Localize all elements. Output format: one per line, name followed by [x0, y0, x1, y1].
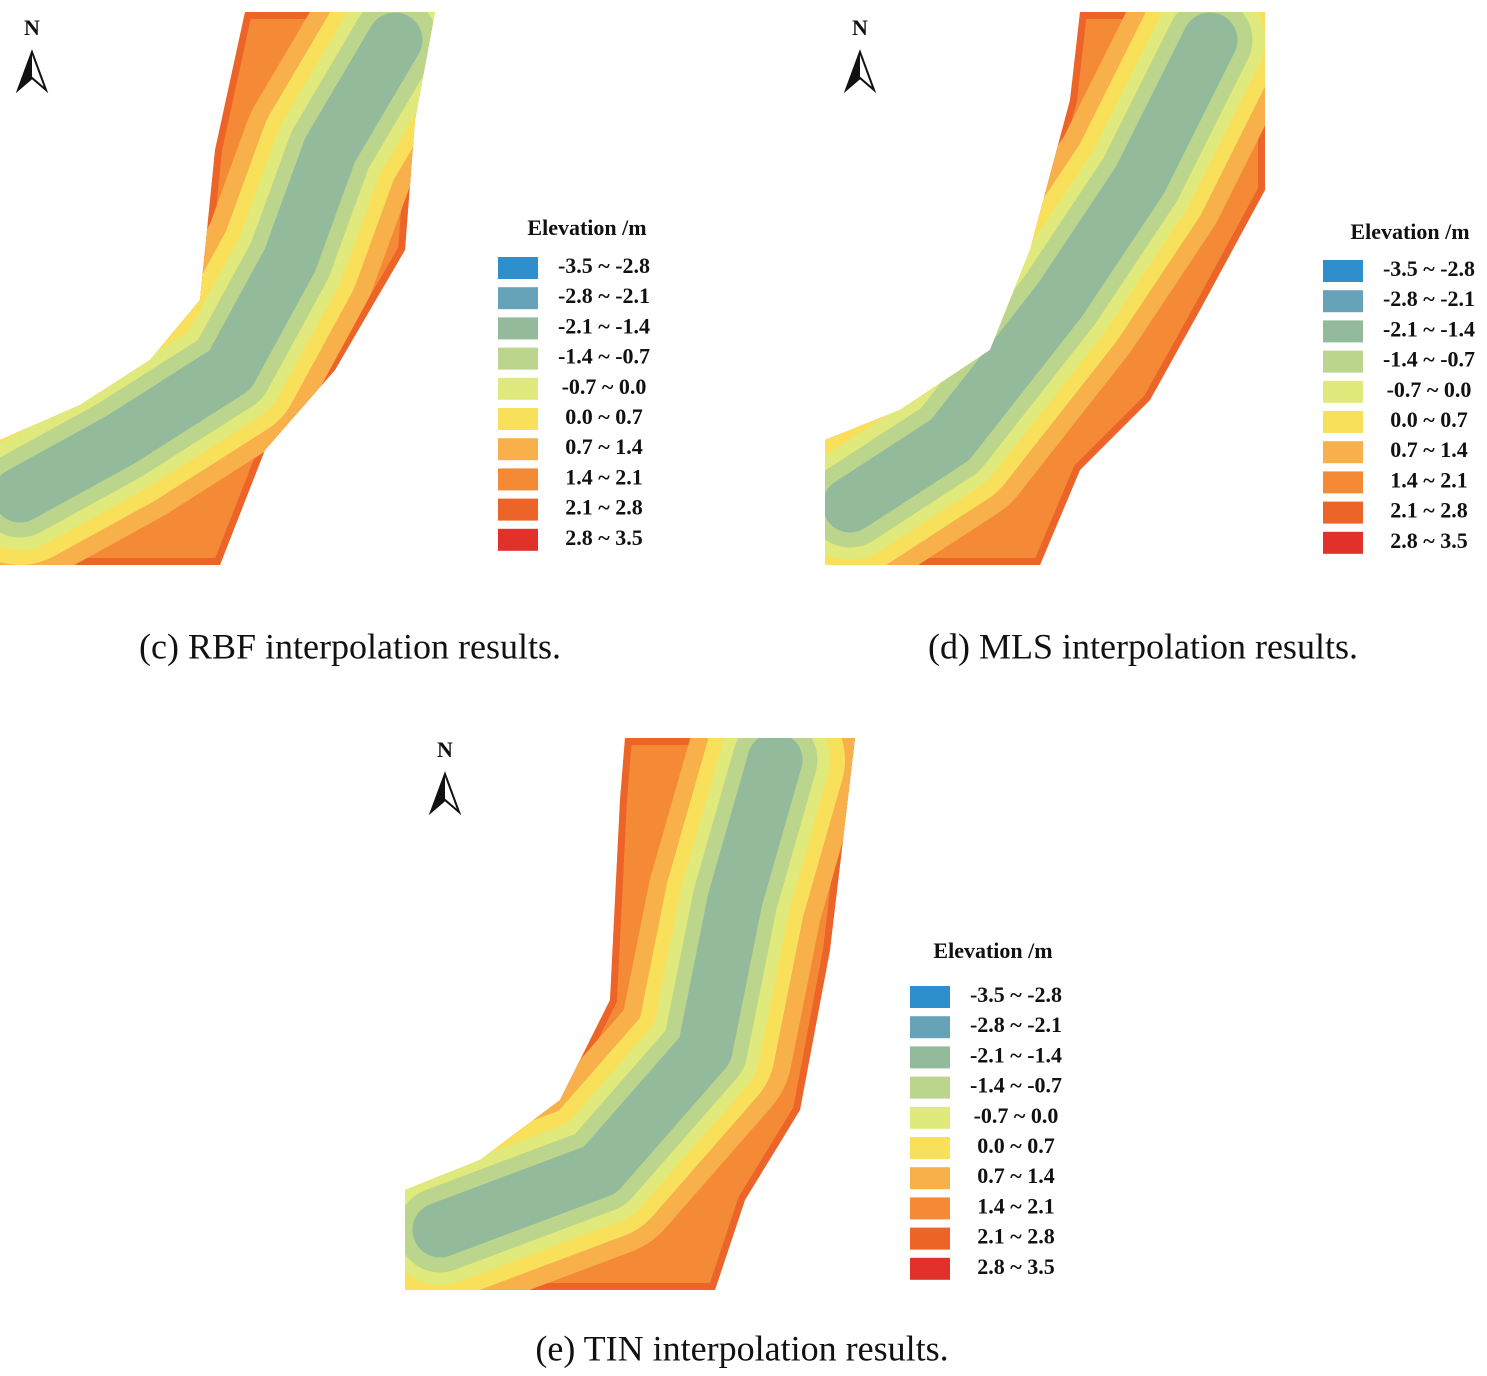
legend-label: 1.4 ~ 2.1 [977, 1193, 1054, 1218]
legend-swatch [1323, 260, 1363, 282]
legend-label: -2.1 ~ -1.4 [970, 1042, 1062, 1067]
legend-swatch [910, 1106, 950, 1129]
legend-swatch [498, 377, 538, 400]
legend-label: -2.1 ~ -1.4 [558, 313, 650, 338]
legend-title: Elevation /m [527, 215, 646, 240]
legend-swatch [910, 1137, 950, 1159]
legend-swatch [910, 1076, 950, 1099]
north-label: N [852, 15, 868, 40]
legend-swatch [1323, 441, 1363, 464]
north-label: N [24, 15, 40, 40]
legend-swatch [910, 1016, 950, 1039]
legend-label: -1.4 ~ -0.7 [1383, 347, 1475, 372]
north-arrow-half [431, 774, 445, 812]
legend-swatch [910, 986, 950, 1008]
caption: (d) MLS interpolation results. [928, 626, 1358, 666]
legend-label: -0.7 ~ 0.0 [1387, 377, 1472, 402]
legend-swatch [498, 468, 538, 491]
legend-title: Elevation /m [1350, 219, 1469, 244]
legend-swatch [498, 347, 538, 370]
legend-swatch [1323, 320, 1363, 343]
legend-label: -0.7 ~ 0.0 [562, 374, 647, 399]
legend-label: -2.8 ~ -2.1 [970, 1012, 1062, 1037]
legend-label: 0.0 ~ 0.7 [1390, 407, 1467, 432]
legend-label: -2.8 ~ -2.1 [558, 283, 650, 308]
legend-label: 1.4 ~ 2.1 [1390, 467, 1467, 492]
elevation-map [825, 12, 1265, 565]
legend-label: -1.4 ~ -0.7 [558, 344, 650, 369]
legend-swatch [1323, 350, 1363, 373]
legend-label: 2.1 ~ 2.8 [1390, 498, 1467, 523]
elevation-map [0, 12, 435, 565]
legend-label: 2.1 ~ 2.8 [565, 495, 642, 520]
elevation-map [405, 738, 855, 1290]
legend-label: 2.8 ~ 3.5 [977, 1254, 1054, 1279]
legend-swatch [1323, 501, 1363, 524]
north-label: N [437, 737, 453, 762]
elevation-band [412, 738, 803, 1258]
legend-swatch [498, 498, 538, 521]
legend-swatch [1323, 411, 1363, 433]
legend-swatch [910, 1257, 950, 1280]
legend-swatch [498, 408, 538, 430]
legend-label: -2.8 ~ -2.1 [1383, 286, 1475, 311]
legend-title: Elevation /m [933, 938, 1052, 963]
legend-swatch [910, 1167, 950, 1190]
legend-label: 0.0 ~ 0.7 [977, 1133, 1054, 1158]
legend-label: -0.7 ~ 0.0 [974, 1103, 1059, 1128]
legend-label: -1.4 ~ -0.7 [970, 1073, 1062, 1098]
legend-swatch [498, 317, 538, 340]
legend-label: 0.7 ~ 1.4 [1390, 437, 1467, 462]
legend-label: -3.5 ~ -2.8 [1383, 256, 1475, 281]
legend-swatch [498, 287, 538, 310]
legend-swatch [498, 257, 538, 279]
legend-label: 0.7 ~ 1.4 [565, 434, 642, 459]
legend-label: 2.8 ~ 3.5 [1390, 528, 1467, 553]
legend-label: 2.1 ~ 2.8 [977, 1224, 1054, 1249]
legend-swatch [1323, 380, 1363, 403]
north-arrow-half [18, 52, 32, 90]
legend-swatch [1323, 290, 1363, 313]
legend-swatch [498, 438, 538, 461]
north-arrow-half [846, 52, 860, 90]
legend-swatch [1323, 531, 1363, 554]
legend-swatch [910, 1227, 950, 1250]
legend-label: -2.1 ~ -1.4 [1383, 316, 1475, 341]
caption: (e) TIN interpolation results. [535, 1328, 948, 1368]
legend-label: 1.4 ~ 2.1 [565, 464, 642, 489]
legend-label: 0.0 ~ 0.7 [565, 404, 642, 429]
legend-swatch [498, 528, 538, 551]
legend-swatch [1323, 471, 1363, 494]
legend-swatch [910, 1046, 950, 1069]
legend-swatch [910, 1197, 950, 1220]
legend-label: -3.5 ~ -2.8 [970, 982, 1062, 1007]
legend-label: 0.7 ~ 1.4 [977, 1163, 1054, 1188]
elevation-band [825, 12, 1238, 533]
caption: (c) RBF interpolation results. [139, 626, 561, 666]
legend-label: 2.8 ~ 3.5 [565, 525, 642, 550]
elevation-band [0, 12, 423, 523]
legend-label: -3.5 ~ -2.8 [558, 253, 650, 278]
